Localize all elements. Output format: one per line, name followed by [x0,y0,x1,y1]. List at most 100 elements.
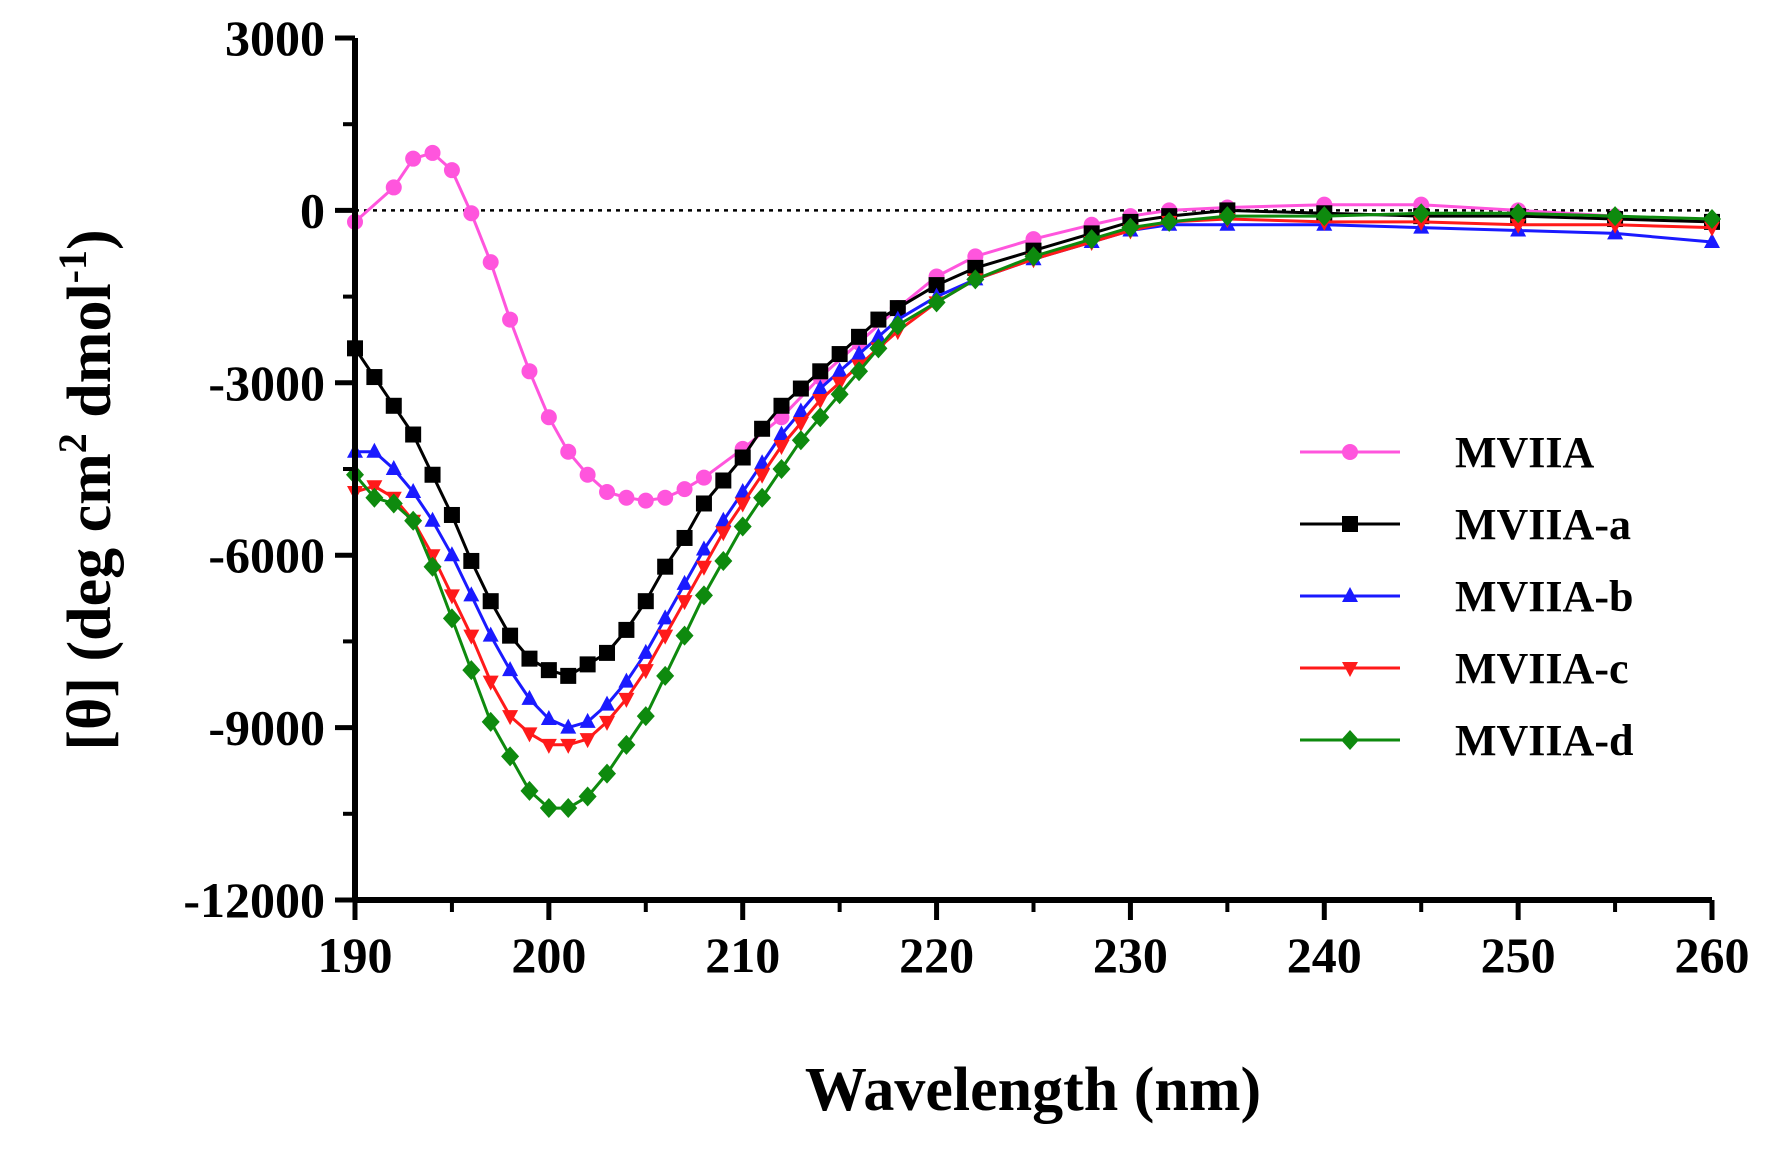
y-tick-label: 3000 [225,10,325,66]
x-tick-label: 250 [1481,927,1556,983]
data-point [657,609,674,625]
data-point [443,506,460,523]
data-point [1510,218,1527,234]
data-point [463,552,480,569]
y-tick-label: -6000 [208,527,325,583]
data-point [579,466,596,483]
data-point [792,417,809,433]
data-point [656,665,675,686]
data-point [578,786,597,807]
data-point [443,546,460,562]
data-point [462,660,481,681]
data-point [636,706,655,727]
data-point [831,346,848,363]
data-point [443,589,460,605]
data-point [365,487,384,508]
legend-item-mviia: MVIIA [1300,428,1595,477]
data-point [579,733,596,749]
data-point [481,711,500,732]
data-point [676,529,693,546]
data-point [734,497,751,513]
y-tick-label: -3000 [208,355,325,411]
data-point [1607,218,1624,234]
data-point [618,489,635,506]
data-point [676,595,693,611]
legend-label: MVIIA [1455,428,1595,477]
data-point [733,516,752,537]
data-point [424,144,441,161]
data-point [888,315,907,336]
y-axis-title-part3: ) [56,229,124,250]
data-point [1606,206,1625,227]
data-point [423,556,442,577]
data-point [851,345,868,361]
data-point [754,420,771,437]
data-point [405,482,422,498]
data-point [1082,229,1101,250]
data-point [734,482,751,498]
data-point [540,738,557,754]
data-point [753,487,772,508]
data-point [405,150,422,167]
data-point [502,710,519,726]
y-tick-label: -12000 [183,872,325,928]
data-point [1024,246,1043,267]
data-point [812,394,829,410]
data-point [830,384,849,405]
data-point [599,715,616,731]
legend-marker [1341,730,1359,750]
legend-marker [1342,516,1358,532]
y-axis-title-sup2: -1 [50,250,95,283]
x-tick-label: 260 [1675,927,1750,983]
data-point [404,510,423,531]
data-point [618,672,635,688]
data-point [618,621,635,638]
data-point [521,650,538,667]
data-point [540,662,557,679]
data-point [675,625,694,646]
legend-item-mviia-a: MVIIA-a [1300,500,1631,549]
data-point [850,361,869,382]
data-point [463,629,480,645]
data-point [773,440,790,456]
data-point [579,712,596,728]
data-point [385,460,402,475]
data-point [967,259,984,276]
x-tick-label: 240 [1287,927,1362,983]
legend-label: MVIIA-a [1455,500,1631,549]
data-point [501,746,520,767]
data-point [676,574,693,590]
data-point [966,269,985,290]
data-point [754,468,771,484]
data-point [598,763,617,784]
data-point [812,363,829,380]
legend: MVIIA MVIIA-a MVIIA-b MVIIA-c MVIIA-d [1300,428,1633,765]
data-point [560,667,577,684]
y-tick-label: 0 [300,182,325,238]
data-point [1121,217,1140,238]
legend-label: MVIIA-c [1455,644,1629,693]
data-point [657,489,674,506]
data-point [715,511,732,527]
data-point [599,644,616,661]
data-point [385,179,402,196]
data-point [502,627,519,644]
x-tick-label: 190 [318,927,393,983]
data-point [424,511,441,527]
data-point [443,162,460,179]
data-point [695,540,712,556]
data-point [812,379,829,395]
data-point [657,629,674,645]
data-point [927,292,946,313]
data-point [579,656,596,673]
data-point [599,483,616,500]
data-point [424,466,441,483]
data-point [559,798,578,819]
legend-item-mviia-d: MVIIA-d [1300,716,1633,765]
data-point [869,338,888,359]
data-point [463,205,480,222]
x-tick-label: 200 [511,927,586,983]
data-point [1218,206,1237,227]
y-axis-title-part1: [θ] (deg cm [56,453,124,750]
